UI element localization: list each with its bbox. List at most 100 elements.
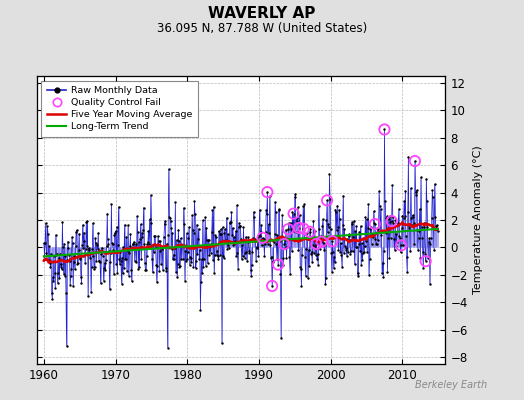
Point — [54, 270, 62, 276]
Point — [402, 254, 411, 260]
Point — [209, 257, 217, 263]
Point — [425, 235, 433, 241]
Point — [383, 268, 391, 275]
Point — [92, 257, 101, 264]
Point — [268, 259, 277, 265]
Point — [211, 232, 220, 239]
Point — [218, 340, 226, 347]
Point — [285, 254, 293, 260]
Point — [170, 256, 178, 262]
Point — [67, 273, 75, 279]
Point — [178, 242, 187, 249]
Point — [189, 264, 198, 270]
Point — [167, 225, 176, 232]
Point — [355, 241, 363, 247]
Point — [274, 261, 282, 268]
Point — [246, 237, 254, 244]
Point — [411, 158, 419, 164]
Point — [268, 283, 276, 289]
Point — [359, 235, 368, 241]
Point — [182, 257, 190, 264]
Point — [222, 237, 230, 244]
Point — [403, 269, 411, 275]
Point — [217, 231, 225, 238]
Point — [248, 261, 256, 268]
Point — [276, 238, 284, 245]
Point — [151, 233, 159, 239]
Point — [293, 204, 302, 211]
Point — [305, 229, 314, 235]
Point — [219, 253, 227, 259]
Point — [288, 208, 297, 215]
Point — [194, 226, 203, 232]
Point — [427, 234, 435, 241]
Point — [416, 255, 424, 261]
Point — [135, 238, 143, 245]
Point — [210, 270, 219, 276]
Point — [190, 230, 198, 236]
Point — [89, 252, 97, 259]
Point — [123, 268, 131, 274]
Point — [317, 236, 325, 242]
Point — [352, 244, 360, 250]
Point — [225, 245, 233, 251]
Point — [100, 264, 108, 271]
Point — [41, 240, 49, 247]
Point — [91, 235, 100, 242]
Point — [245, 250, 254, 257]
Point — [77, 273, 85, 280]
Point — [351, 228, 359, 234]
Point — [393, 238, 401, 245]
Point — [319, 240, 328, 246]
Point — [366, 233, 375, 240]
Point — [333, 202, 342, 209]
Point — [255, 232, 263, 238]
Point — [259, 236, 268, 242]
Point — [102, 243, 111, 249]
Point — [232, 253, 241, 259]
Point — [266, 242, 275, 248]
Point — [352, 223, 361, 230]
Point — [63, 256, 71, 263]
Point — [137, 256, 146, 262]
Point — [183, 255, 191, 262]
Point — [49, 278, 58, 284]
Point — [372, 241, 380, 247]
Point — [152, 262, 160, 268]
Point — [338, 264, 346, 270]
Point — [376, 229, 385, 236]
Point — [415, 228, 423, 234]
Point — [113, 269, 122, 276]
Point — [207, 241, 215, 248]
Text: 36.095 N, 87.788 W (United States): 36.095 N, 87.788 W (United States) — [157, 22, 367, 35]
Point — [230, 234, 238, 240]
Point — [373, 241, 381, 248]
Point — [339, 222, 347, 228]
Point — [428, 214, 436, 221]
Point — [115, 256, 123, 262]
Point — [83, 218, 92, 224]
Point — [188, 212, 196, 219]
Point — [98, 248, 106, 254]
Point — [163, 344, 172, 351]
Point — [256, 232, 264, 239]
Point — [430, 247, 438, 253]
Point — [63, 238, 72, 245]
Point — [399, 242, 407, 249]
Point — [128, 244, 136, 251]
Point — [194, 236, 202, 242]
Point — [162, 268, 170, 274]
Point — [355, 228, 364, 235]
Point — [248, 248, 257, 255]
Point — [44, 230, 52, 237]
Point — [404, 154, 412, 160]
Point — [284, 226, 292, 232]
Point — [254, 234, 262, 240]
Point — [267, 253, 276, 260]
Point — [76, 255, 84, 262]
Point — [61, 253, 70, 259]
Point — [80, 238, 89, 244]
Point — [244, 239, 252, 245]
Point — [370, 221, 379, 227]
Point — [433, 228, 442, 234]
